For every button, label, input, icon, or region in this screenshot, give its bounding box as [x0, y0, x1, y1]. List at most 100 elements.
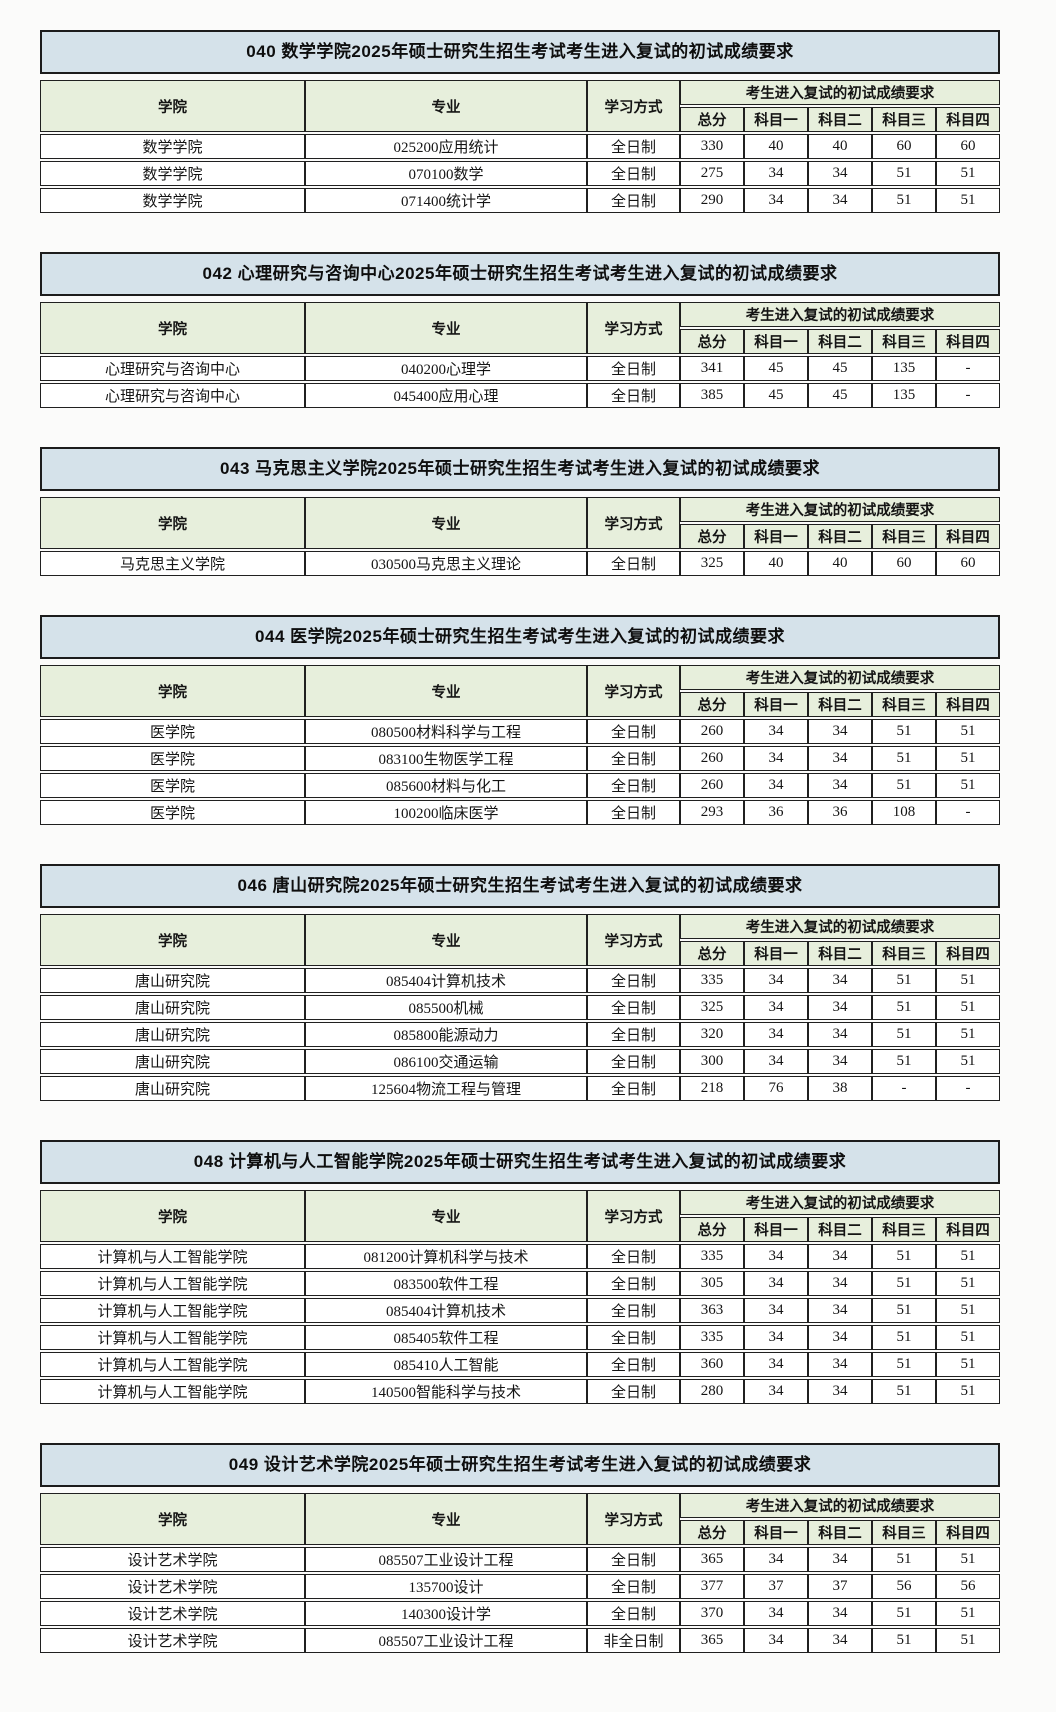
header-study-mode: 学习方式	[587, 665, 680, 717]
header-study-mode: 学习方式	[587, 1190, 680, 1242]
cell-subject-4: 51	[936, 1379, 1001, 1404]
cell-major: 085500机械	[305, 995, 587, 1020]
cell-college: 唐山研究院	[40, 1022, 305, 1047]
header-score-col-5: 科目四	[936, 941, 1001, 966]
table-body: 心理研究与咨询中心 040200心理学 全日制 341 45 45 135- 心理研究与咨询中…	[40, 356, 1001, 408]
header-college: 学院	[40, 665, 305, 717]
header-major: 专业	[305, 914, 587, 966]
cell-subject-1: 76	[744, 1076, 808, 1101]
header-score-col-3: 科目二	[808, 692, 872, 717]
cell-subject-3: 135	[872, 383, 936, 408]
table-row: 唐山研究院 085404计算机技术 全日制 335 34 34 51 51	[40, 968, 1001, 993]
cell-major: 040200心理学	[305, 356, 587, 381]
cell-subject-3: 56	[872, 1574, 936, 1599]
header-score-group: 考生进入复试的初试成绩要求	[680, 914, 1001, 939]
cell-major: 083500软件工程	[305, 1271, 587, 1296]
table-title: 042 心理研究与咨询中心2025年硕士研究生招生考试考生进入复试的初试成绩要求	[40, 252, 1000, 296]
cell-major: 045400应用心理	[305, 383, 587, 408]
cell-subject-4: 51	[936, 968, 1001, 993]
cell-subject-3: 51	[872, 995, 936, 1020]
table-body: 医学院 080500材料科学与工程 全日制 260 34 34 51 51 医学院 083100生…	[40, 719, 1001, 825]
header-score-col-5: 科目四	[936, 107, 1001, 132]
cell-subject-4: 51	[936, 1271, 1001, 1296]
header-score-col-5: 科目四	[936, 329, 1001, 354]
header-score-col-3: 科目二	[808, 1520, 872, 1545]
header-study-mode: 学习方式	[587, 80, 680, 132]
cell-subject-1: 40	[744, 134, 808, 159]
cell-subject-4: 51	[936, 188, 1001, 213]
cell-study-mode: 全日制	[587, 968, 680, 993]
cell-total-score: 275	[680, 161, 744, 186]
cell-total-score: 365	[680, 1547, 744, 1572]
cell-subject-1: 34	[744, 1298, 808, 1323]
table-row: 心理研究与咨询中心 045400应用心理 全日制 385 45 45 135-	[40, 383, 1001, 408]
cell-total-score: 325	[680, 551, 744, 576]
header-score-col-5: 科目四	[936, 1520, 1001, 1545]
cell-subject-2: 40	[808, 551, 872, 576]
cell-subject-2: 34	[808, 1628, 872, 1653]
cell-subject-3: 51	[872, 188, 936, 213]
score-table-section: 043 马克思主义学院2025年硕士研究生招生考试考生进入复试的初试成绩要求 学…	[40, 447, 1001, 578]
cell-college: 计算机与人工智能学院	[40, 1271, 305, 1296]
cell-total-score: 341	[680, 356, 744, 381]
cell-major: 125604物流工程与管理	[305, 1076, 587, 1101]
cell-subject-1: 34	[744, 773, 808, 798]
header-major: 专业	[305, 302, 587, 354]
cell-subject-1: 34	[744, 1352, 808, 1377]
cell-subject-3: 51	[872, 773, 936, 798]
header-study-mode: 学习方式	[587, 302, 680, 354]
cell-major: 086100交通运输	[305, 1049, 587, 1074]
header-major: 专业	[305, 665, 587, 717]
header-score-col-3: 科目二	[808, 524, 872, 549]
header-score-group: 考生进入复试的初试成绩要求	[680, 665, 1001, 690]
header-score-col-1: 总分	[680, 107, 744, 132]
header-score-col-4: 科目三	[872, 941, 936, 966]
header-score-group: 考生进入复试的初试成绩要求	[680, 1493, 1001, 1518]
cell-study-mode: 全日制	[587, 1244, 680, 1269]
cell-subject-2: 34	[808, 1244, 872, 1269]
cell-study-mode: 全日制	[587, 1049, 680, 1074]
cell-subject-2: 34	[808, 1022, 872, 1047]
table-row: 医学院 083100生物医学工程 全日制 260 34 34 51 51	[40, 746, 1001, 771]
cell-study-mode: 全日制	[587, 551, 680, 576]
cell-major: 085404计算机技术	[305, 1298, 587, 1323]
cell-major: 140300设计学	[305, 1601, 587, 1626]
cell-study-mode: 全日制	[587, 356, 680, 381]
table-row: 医学院 100200临床医学 全日制 293 36 36 108-	[40, 800, 1001, 825]
cell-total-score: 260	[680, 719, 744, 744]
cell-study-mode: 全日制	[587, 719, 680, 744]
cell-subject-2: 34	[808, 1547, 872, 1572]
header-score-col-1: 总分	[680, 941, 744, 966]
score-requirements-table: 学院 专业 学习方式 考生进入复试的初试成绩要求 总分 科目一 科目二 科目三 科目四 …	[40, 495, 1001, 578]
header-study-mode: 学习方式	[587, 1493, 680, 1545]
cell-total-score: 335	[680, 1325, 744, 1350]
cell-college: 计算机与人工智能学院	[40, 1298, 305, 1323]
cell-subject-3: 51	[872, 719, 936, 744]
cell-total-score: 363	[680, 1298, 744, 1323]
cell-major: 080500材料科学与工程	[305, 719, 587, 744]
cell-major: 085410人工智能	[305, 1352, 587, 1377]
cell-subject-4: 60	[936, 551, 1001, 576]
cell-college: 数学学院	[40, 134, 305, 159]
header-score-col-1: 总分	[680, 692, 744, 717]
cell-total-score: 218	[680, 1076, 744, 1101]
header-score-col-4: 科目三	[872, 1520, 936, 1545]
header-score-group: 考生进入复试的初试成绩要求	[680, 1190, 1001, 1215]
cell-college: 心理研究与咨询中心	[40, 356, 305, 381]
cell-subject-1: 37	[744, 1574, 808, 1599]
table-body: 计算机与人工智能学院 081200计算机科学与技术 全日制 335 34 34 51 51 计算…	[40, 1244, 1001, 1404]
header-college: 学院	[40, 1190, 305, 1242]
cell-subject-3: 51	[872, 1049, 936, 1074]
cell-total-score: 377	[680, 1574, 744, 1599]
score-table-section: 048 计算机与人工智能学院2025年硕士研究生招生考试考生进入复试的初试成绩要…	[40, 1140, 1001, 1406]
cell-total-score: 370	[680, 1601, 744, 1626]
cell-subject-1: 34	[744, 1022, 808, 1047]
cell-major: 071400统计学	[305, 188, 587, 213]
cell-study-mode: 全日制	[587, 773, 680, 798]
cell-college: 马克思主义学院	[40, 551, 305, 576]
header-score-group: 考生进入复试的初试成绩要求	[680, 302, 1001, 327]
cell-subject-3: 60	[872, 551, 936, 576]
cell-study-mode: 全日制	[587, 746, 680, 771]
header-score-col-2: 科目一	[744, 1217, 808, 1242]
score-table-section: 046 唐山研究院2025年硕士研究生招生考试考生进入复试的初试成绩要求 学院 …	[40, 864, 1001, 1103]
